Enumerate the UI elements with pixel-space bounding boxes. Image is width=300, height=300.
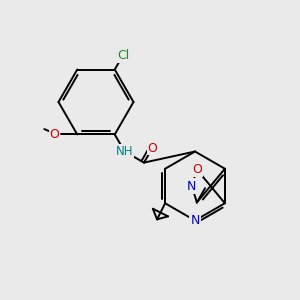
Text: Cl: Cl xyxy=(117,49,129,62)
Text: O: O xyxy=(192,163,202,176)
Text: O: O xyxy=(50,128,59,141)
Text: O: O xyxy=(147,142,157,154)
Text: NH: NH xyxy=(116,145,133,158)
Text: methoxy: methoxy xyxy=(45,133,51,134)
Text: N: N xyxy=(190,214,200,227)
Text: N: N xyxy=(187,179,196,193)
